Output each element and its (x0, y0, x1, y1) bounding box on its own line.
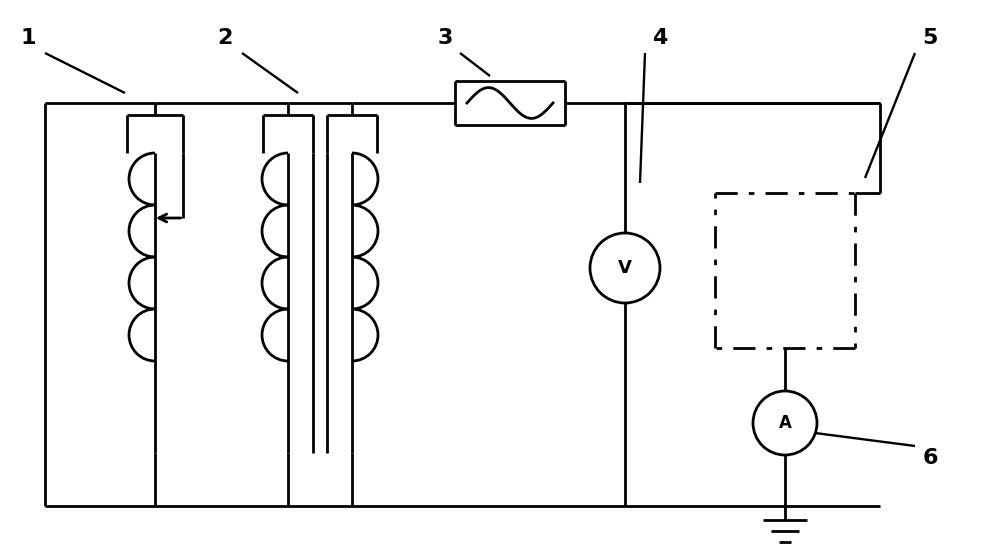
Text: 5: 5 (922, 28, 938, 48)
Text: 1: 1 (20, 28, 36, 48)
Circle shape (753, 391, 817, 455)
Text: 4: 4 (652, 28, 668, 48)
Text: 6: 6 (922, 448, 938, 468)
Text: 2: 2 (217, 28, 233, 48)
Text: V: V (618, 259, 632, 277)
Text: A: A (779, 414, 791, 432)
Circle shape (590, 233, 660, 303)
Text: 3: 3 (437, 28, 453, 48)
